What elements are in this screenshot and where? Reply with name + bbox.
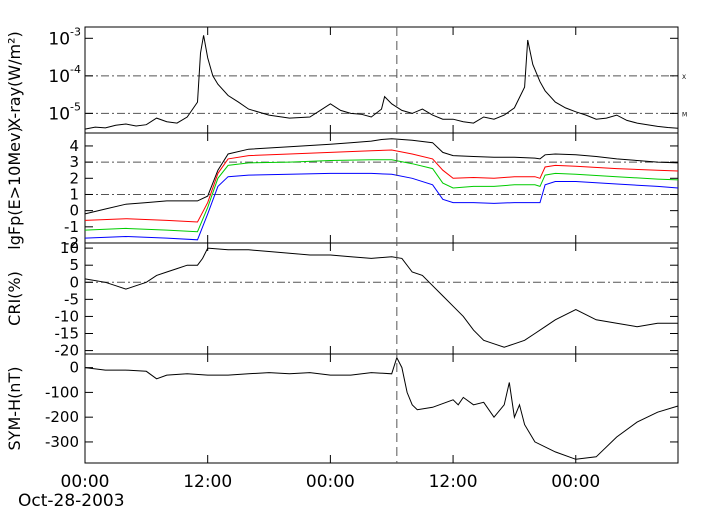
y-tick-label: -5	[64, 290, 79, 308]
y-tick-label: -200	[45, 408, 79, 426]
series-proton-2	[84, 159, 679, 233]
y-tick-label: -10	[55, 307, 80, 325]
panel-frame	[84, 26, 679, 134]
panel-xray: X M 10-3 10-4 10-5 X-ray(W/m²)	[5, 25, 687, 134]
series-proton-1	[84, 149, 679, 223]
x-tick-label: 00:00	[61, 472, 110, 492]
x-tick-label: 12:00	[183, 472, 232, 492]
series-symh-0	[84, 356, 679, 460]
reference-line-label: M	[682, 111, 687, 118]
y-tick-label: 10-4	[48, 63, 81, 87]
y-tick-label: 0	[69, 359, 79, 377]
y-tick-label: 3	[69, 153, 79, 171]
panel-frame	[84, 132, 679, 244]
y-tick-label: 2	[69, 169, 79, 187]
y-tick-label: 10-3	[48, 25, 81, 49]
y-tick-label: 10-5	[48, 100, 81, 124]
y-tick-label: 5	[69, 256, 79, 274]
y-tick-label: 0	[69, 273, 79, 291]
y-tick-label: 4	[69, 137, 79, 155]
y-tick-label: 0	[69, 202, 79, 220]
y-tick-label: -1	[64, 218, 79, 236]
x-tick-label: 00:00	[551, 472, 600, 492]
y-tick-label: 1	[69, 185, 79, 203]
x-tick-label: 00:00	[306, 472, 355, 492]
panel-symh: 0 -100 -200 -300 SYM-H(nT)	[5, 353, 679, 464]
date-label: Oct-28-2003	[18, 491, 125, 511]
reference-line-label: X	[682, 74, 686, 81]
panel-frame	[84, 353, 679, 464]
y-tick-label: -100	[45, 383, 79, 401]
series-xray-0	[84, 35, 679, 130]
y-axis-label: CRI(%)	[5, 271, 24, 326]
y-axis-label: SYM-H(nT)	[5, 367, 24, 451]
y-tick-label: -300	[45, 433, 79, 451]
series-proton-3	[84, 172, 679, 241]
y-tick-label: -20	[55, 342, 80, 360]
series-proton-0	[84, 138, 679, 215]
x-tick-label: 12:00	[429, 472, 478, 492]
panel-frame	[84, 242, 679, 355]
y-axis-label: lgFp(E>10Mev)	[5, 126, 24, 249]
series-cr-0	[84, 247, 678, 348]
y-tick-label: 10	[60, 239, 79, 257]
y-axis-label: X-ray(W/m²)	[5, 31, 24, 128]
y-tick-label: -2	[64, 234, 79, 252]
y-tick-label: -15	[55, 325, 80, 343]
